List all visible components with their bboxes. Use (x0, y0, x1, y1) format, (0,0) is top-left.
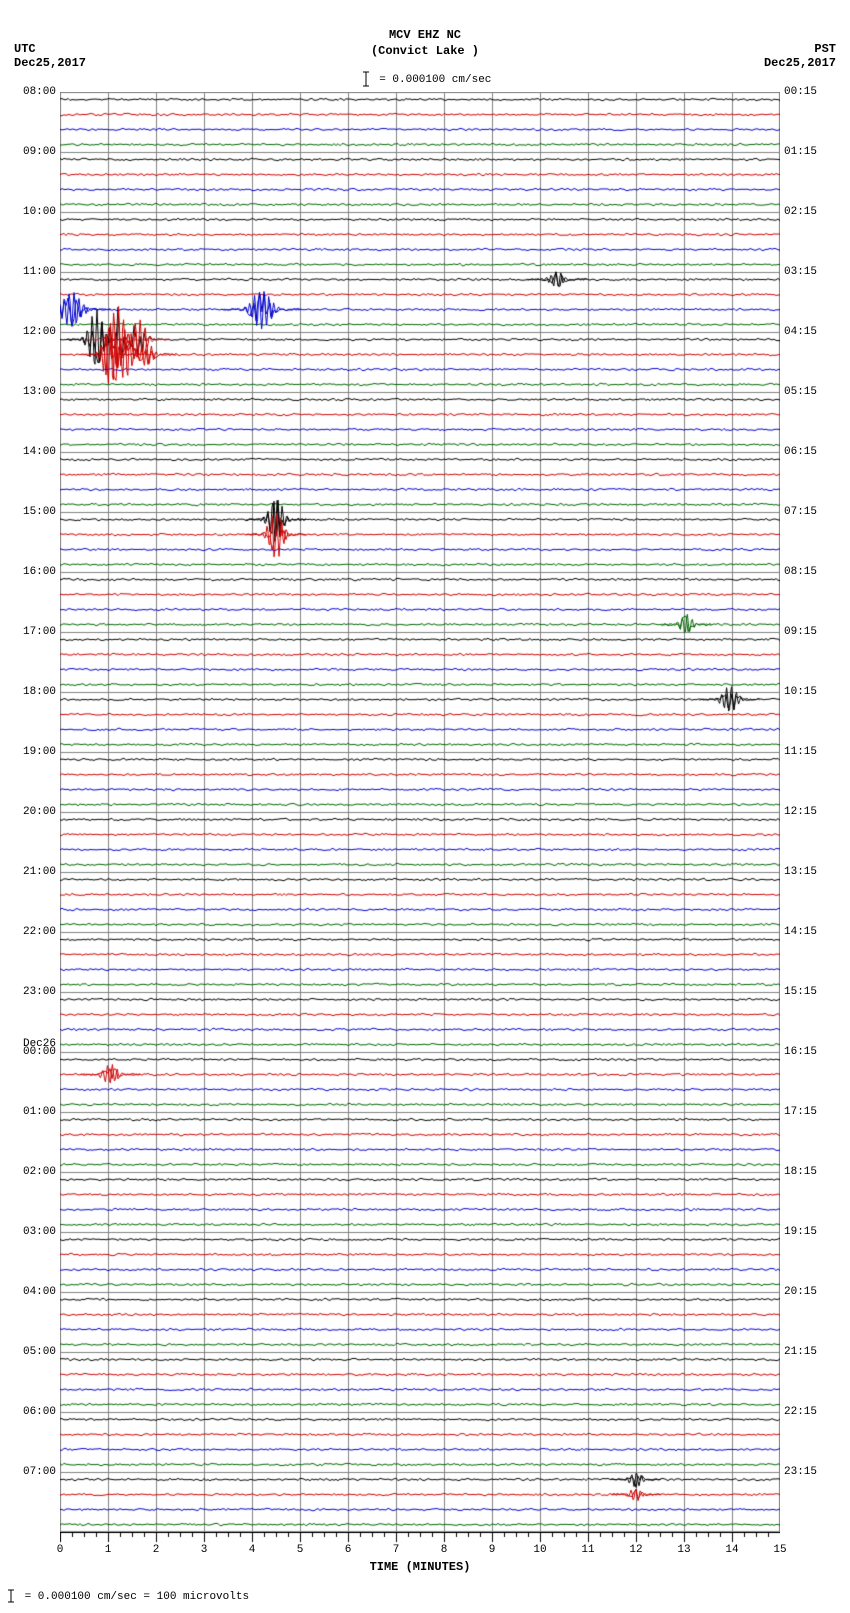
hour-label-utc: 11:00 (23, 266, 56, 278)
hour-label-utc: 04:00 (23, 1286, 56, 1298)
midnight-label: Dec26 (23, 1038, 56, 1050)
date-right: Dec25,2017 (764, 56, 836, 70)
footer-scale: = 0.000100 cm/sec = 100 microvolts (4, 1589, 249, 1603)
x-tick-label: 8 (441, 1544, 448, 1556)
x-tick-label: 6 (345, 1544, 352, 1556)
x-tick-label: 0 (57, 1544, 64, 1556)
heli-plot: 08:0009:0010:0011:0012:0013:0014:0015:00… (60, 92, 780, 1532)
hour-label-pst: 09:15 (784, 626, 817, 638)
hour-label-pst: 18:15 (784, 1166, 817, 1178)
footer-text: = 0.000100 cm/sec = 100 microvolts (25, 1591, 249, 1603)
hour-label-utc: 12:00 (23, 326, 56, 338)
header: MCV EHZ NC (Convict Lake ) (0, 28, 850, 59)
hour-label-pst: 15:15 (784, 986, 817, 998)
scale-text: = 0.000100 cm/sec (379, 74, 491, 86)
hour-label-utc: 13:00 (23, 386, 56, 398)
x-axis-ticks (60, 1532, 780, 1546)
hour-label-pst: 04:15 (784, 326, 817, 338)
hour-label-pst: 10:15 (784, 686, 817, 698)
hour-label-utc: 06:00 (23, 1406, 56, 1418)
hour-label-utc: 22:00 (23, 926, 56, 938)
hour-label-pst: 12:15 (784, 806, 817, 818)
hour-label-utc: 01:00 (23, 1106, 56, 1118)
hour-label-pst: 19:15 (784, 1226, 817, 1238)
x-tick-label: 2 (153, 1544, 160, 1556)
hour-label-pst: 03:15 (784, 266, 817, 278)
hour-label-pst: 00:15 (784, 86, 817, 98)
hour-label-utc: 16:00 (23, 566, 56, 578)
x-tick-label: 4 (249, 1544, 256, 1556)
date-left: Dec25,2017 (14, 56, 86, 70)
x-tick-label: 13 (677, 1544, 690, 1556)
seismogram-page: MCV EHZ NC (Convict Lake ) = 0.000100 cm… (0, 0, 850, 1613)
hour-label-pst: 17:15 (784, 1106, 817, 1118)
hour-label-pst: 02:15 (784, 206, 817, 218)
scale-bar-icon (4, 1589, 18, 1603)
scale-note: = 0.000100 cm/sec (0, 70, 850, 88)
x-axis: TIME (MINUTES) 0123456789101112131415 (60, 1532, 780, 1582)
hour-label-pst: 14:15 (784, 926, 817, 938)
hour-label-utc: 17:00 (23, 626, 56, 638)
x-tick-label: 12 (629, 1544, 642, 1556)
hour-label-utc: 19:00 (23, 746, 56, 758)
hour-label-pst: 07:15 (784, 506, 817, 518)
scale-bar-icon (359, 70, 373, 88)
hour-label-utc: 21:00 (23, 866, 56, 878)
hour-label-utc: 07:00 (23, 1466, 56, 1478)
x-tick-label: 10 (533, 1544, 546, 1556)
hour-label-pst: 11:15 (784, 746, 817, 758)
x-tick-label: 15 (773, 1544, 786, 1556)
plot-traces (60, 92, 780, 1532)
x-tick-label: 11 (581, 1544, 594, 1556)
station-code: MCV EHZ NC (0, 28, 850, 44)
hour-label-utc: 14:00 (23, 446, 56, 458)
hour-label-utc: 05:00 (23, 1346, 56, 1358)
hour-label-pst: 22:15 (784, 1406, 817, 1418)
x-tick-label: 3 (201, 1544, 208, 1556)
hour-label-utc: 20:00 (23, 806, 56, 818)
hour-label-utc: 15:00 (23, 506, 56, 518)
hour-label-pst: 23:15 (784, 1466, 817, 1478)
hour-label-pst: 21:15 (784, 1346, 817, 1358)
x-tick-label: 9 (489, 1544, 496, 1556)
hour-label-utc: 03:00 (23, 1226, 56, 1238)
hour-label-utc: 10:00 (23, 206, 56, 218)
x-tick-label: 7 (393, 1544, 400, 1556)
tz-right: PST (814, 42, 836, 56)
hour-label-pst: 05:15 (784, 386, 817, 398)
hour-label-utc: 23:00 (23, 986, 56, 998)
hour-label-pst: 08:15 (784, 566, 817, 578)
x-tick-label: 14 (725, 1544, 738, 1556)
station-location: (Convict Lake ) (0, 44, 850, 60)
hour-label-pst: 13:15 (784, 866, 817, 878)
hour-label-utc: 08:00 (23, 86, 56, 98)
tz-left: UTC (14, 42, 36, 56)
hour-label-pst: 16:15 (784, 1046, 817, 1058)
x-tick-label: 5 (297, 1544, 304, 1556)
hour-label-pst: 20:15 (784, 1286, 817, 1298)
hour-label-utc: 09:00 (23, 146, 56, 158)
x-axis-label: TIME (MINUTES) (60, 1560, 780, 1574)
hour-label-pst: 01:15 (784, 146, 817, 158)
hour-label-pst: 06:15 (784, 446, 817, 458)
x-tick-label: 1 (105, 1544, 112, 1556)
hour-label-utc: 18:00 (23, 686, 56, 698)
hour-label-utc: 02:00 (23, 1166, 56, 1178)
